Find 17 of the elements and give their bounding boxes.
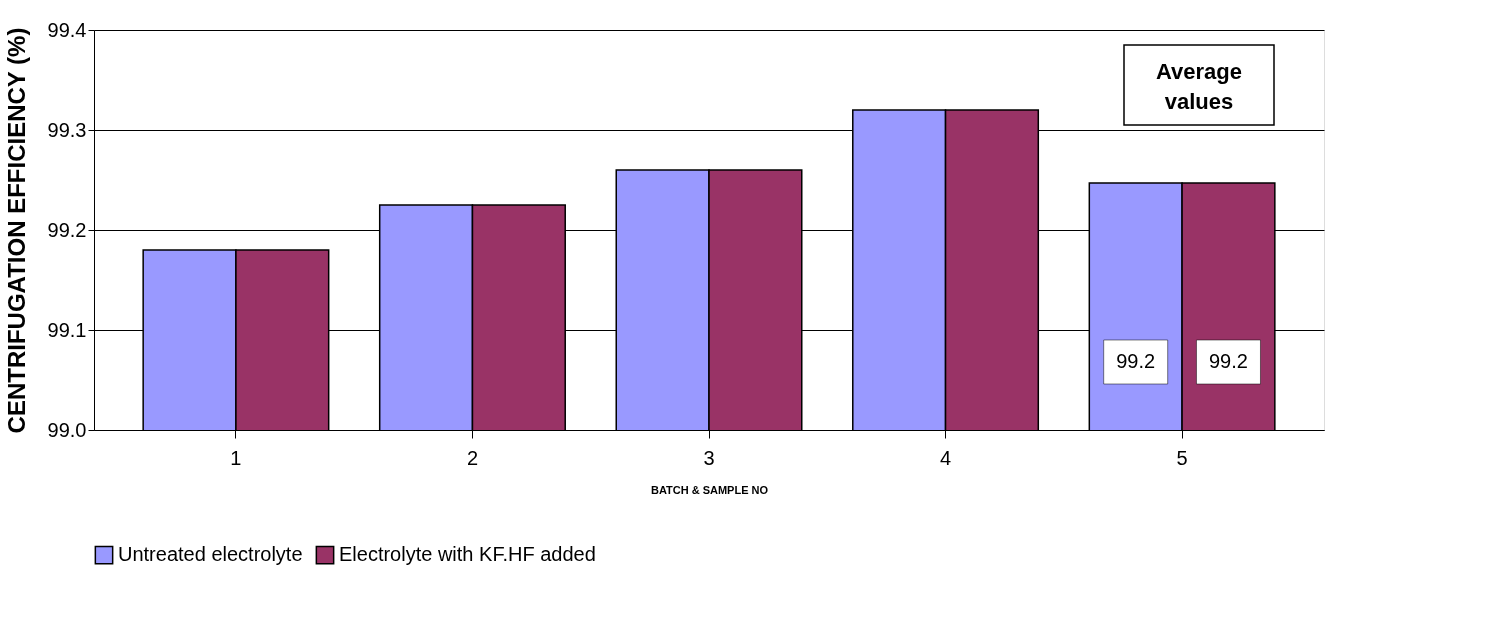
y-tick-label: 99.2 xyxy=(47,218,87,241)
data-label: 99.2 xyxy=(1208,350,1248,372)
y-tick-label: 99.3 xyxy=(47,118,87,141)
y-tick-label: 99.0 xyxy=(47,418,87,441)
data-label: 99.2 xyxy=(1116,350,1156,372)
y-tick-label: 99.4 xyxy=(47,18,87,41)
y-axis-title: CENTRIFUGATION EFFICIENCY (%) xyxy=(2,27,30,434)
legend-label: Untreated electrolyte xyxy=(118,543,303,566)
x-tick-label: 5 xyxy=(1176,446,1188,469)
x-tick-label: 4 xyxy=(939,446,952,469)
x-axis-title: BATCH & SAMPLE NO xyxy=(650,483,769,496)
annotation: Average values xyxy=(1155,59,1243,114)
x-tick-label: 3 xyxy=(703,446,715,469)
x-tick-label: 1 xyxy=(230,446,242,469)
y-tick-label: 99.1 xyxy=(47,318,87,341)
x-tick-label: 2 xyxy=(466,446,479,469)
legend-label: Electrolyte with KF.HF added xyxy=(339,543,596,566)
